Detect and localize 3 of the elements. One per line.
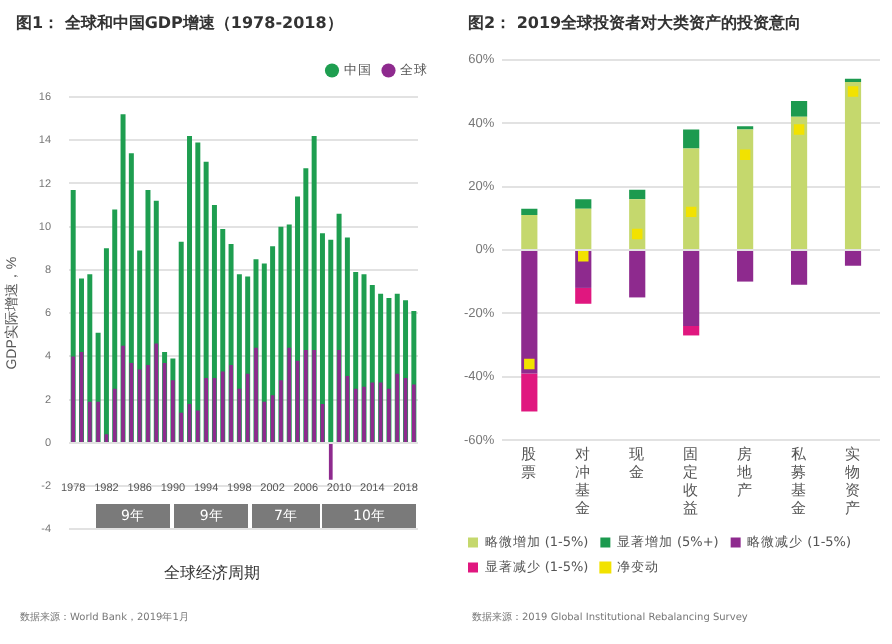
chart-title: 图1： 全球和中国GDP增速（1978-2018） — [16, 12, 343, 34]
text: 全球经济周期 — [164, 562, 260, 584]
chart-title: 图2： 2019全球投资者对大类资产的投资意向 — [468, 12, 802, 34]
